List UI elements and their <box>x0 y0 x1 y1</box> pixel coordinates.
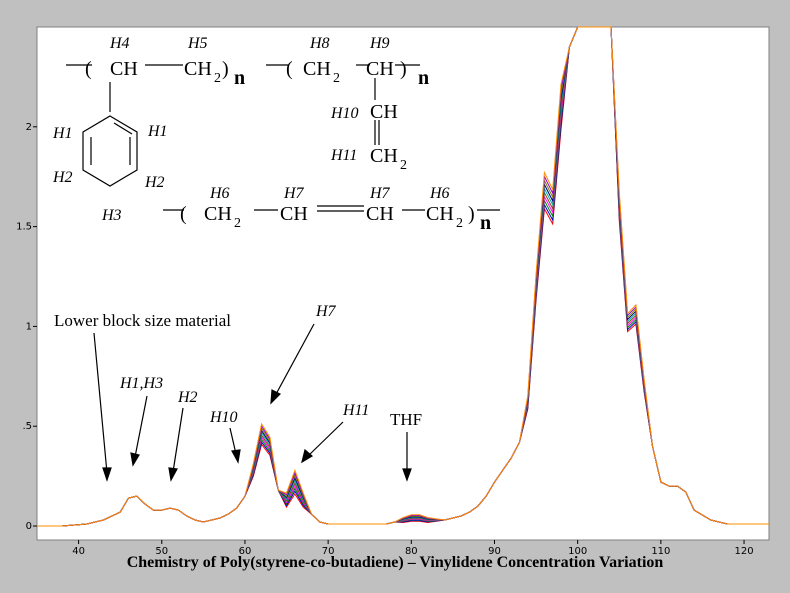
annotation-h11: H11 <box>342 402 369 419</box>
label-h6-right: H6 <box>429 185 450 202</box>
formula-ch: CH <box>366 58 394 80</box>
formula-n: n <box>480 212 491 234</box>
label-h5: H5 <box>187 35 208 52</box>
formula-close-paren: ) <box>222 58 229 80</box>
y-tick-label: 1.5 <box>16 222 32 233</box>
formula-ch: CH <box>370 101 398 123</box>
x-tick-label: 50 <box>155 546 168 557</box>
y-tick-label: 1 <box>26 321 32 332</box>
formula-ch: CH <box>110 58 138 80</box>
y-tick-label: 0 <box>26 521 32 532</box>
x-tick-label: 120 <box>734 546 753 557</box>
x-axis-title: Chemistry of Poly(styrene-co-butadiene) … <box>127 554 664 571</box>
label-h10: H10 <box>330 105 359 122</box>
formula-ch2: CH <box>303 58 331 80</box>
label-h8: H8 <box>309 35 330 52</box>
peak-annotations: Lower block size material H1,H3 H2 H10 H… <box>54 303 422 482</box>
chemical-structure <box>66 64 500 212</box>
formula-open-paren: ( <box>180 203 187 225</box>
label-h4: H4 <box>109 35 130 52</box>
x-tick-label: 100 <box>568 546 587 557</box>
formula-sub2: 2 <box>400 158 407 173</box>
annotation-h2: H2 <box>177 389 198 406</box>
formula-ch2: CH <box>204 203 232 225</box>
x-tick-label: 90 <box>488 546 501 557</box>
x-tick-label: 70 <box>322 546 335 557</box>
x-tick-label: 110 <box>651 546 670 557</box>
y-axis-ticks: 0 .5 1 1.5 2 <box>16 122 37 532</box>
formula-ch2: CH <box>370 145 398 167</box>
formula-sub2: 2 <box>214 71 221 86</box>
label-h1-left: H1 <box>52 125 73 142</box>
label-h3: H3 <box>101 207 122 224</box>
spectra-series <box>37 26 769 527</box>
formula-close-paren: ) <box>468 203 475 225</box>
x-tick-label: 60 <box>239 546 252 557</box>
annotation-h7: H7 <box>315 303 337 320</box>
formula-open-paren: ( <box>85 58 92 80</box>
label-h7-right: H7 <box>369 185 391 202</box>
label-h11: H11 <box>330 147 357 164</box>
formula-ch: CH <box>366 203 394 225</box>
label-h2-left: H2 <box>52 169 73 186</box>
chemical-formula-text: ( CH CH 2 ) n ( CH 2 CH ) n CH CH 2 ( CH… <box>52 35 491 234</box>
formula-sub2: 2 <box>456 216 463 231</box>
y-tick-label: 2 <box>26 122 32 133</box>
formula-ch2: CH <box>184 58 212 80</box>
annotation-thf: THF <box>390 410 422 429</box>
formula-sub2: 2 <box>333 71 340 86</box>
formula-close-paren: ) <box>400 58 407 80</box>
x-tick-label: 40 <box>72 546 85 557</box>
annotation-lower-block: Lower block size material <box>54 311 231 330</box>
label-h1-right: H1 <box>147 123 168 140</box>
plot-area <box>36 26 770 541</box>
formula-ch: CH <box>280 203 308 225</box>
spectrum-line <box>37 26 769 527</box>
formula-n: n <box>418 67 429 89</box>
label-h7-left: H7 <box>283 185 305 202</box>
annotation-h10: H10 <box>209 409 238 426</box>
label-h2-right: H2 <box>144 174 165 191</box>
x-tick-label: 80 <box>405 546 418 557</box>
formula-sub2: 2 <box>234 216 241 231</box>
formula-n: n <box>234 67 245 89</box>
label-h6-left: H6 <box>209 185 230 202</box>
annotation-h1h3: H1,H3 <box>119 375 163 392</box>
label-h9: H9 <box>369 35 390 52</box>
x-axis-ticks: 40 50 60 70 80 90 100 110 120 <box>72 540 754 557</box>
y-tick-label: .5 <box>22 421 32 432</box>
formula-open-paren: ( <box>286 58 293 80</box>
formula-ch2: CH <box>426 203 454 225</box>
